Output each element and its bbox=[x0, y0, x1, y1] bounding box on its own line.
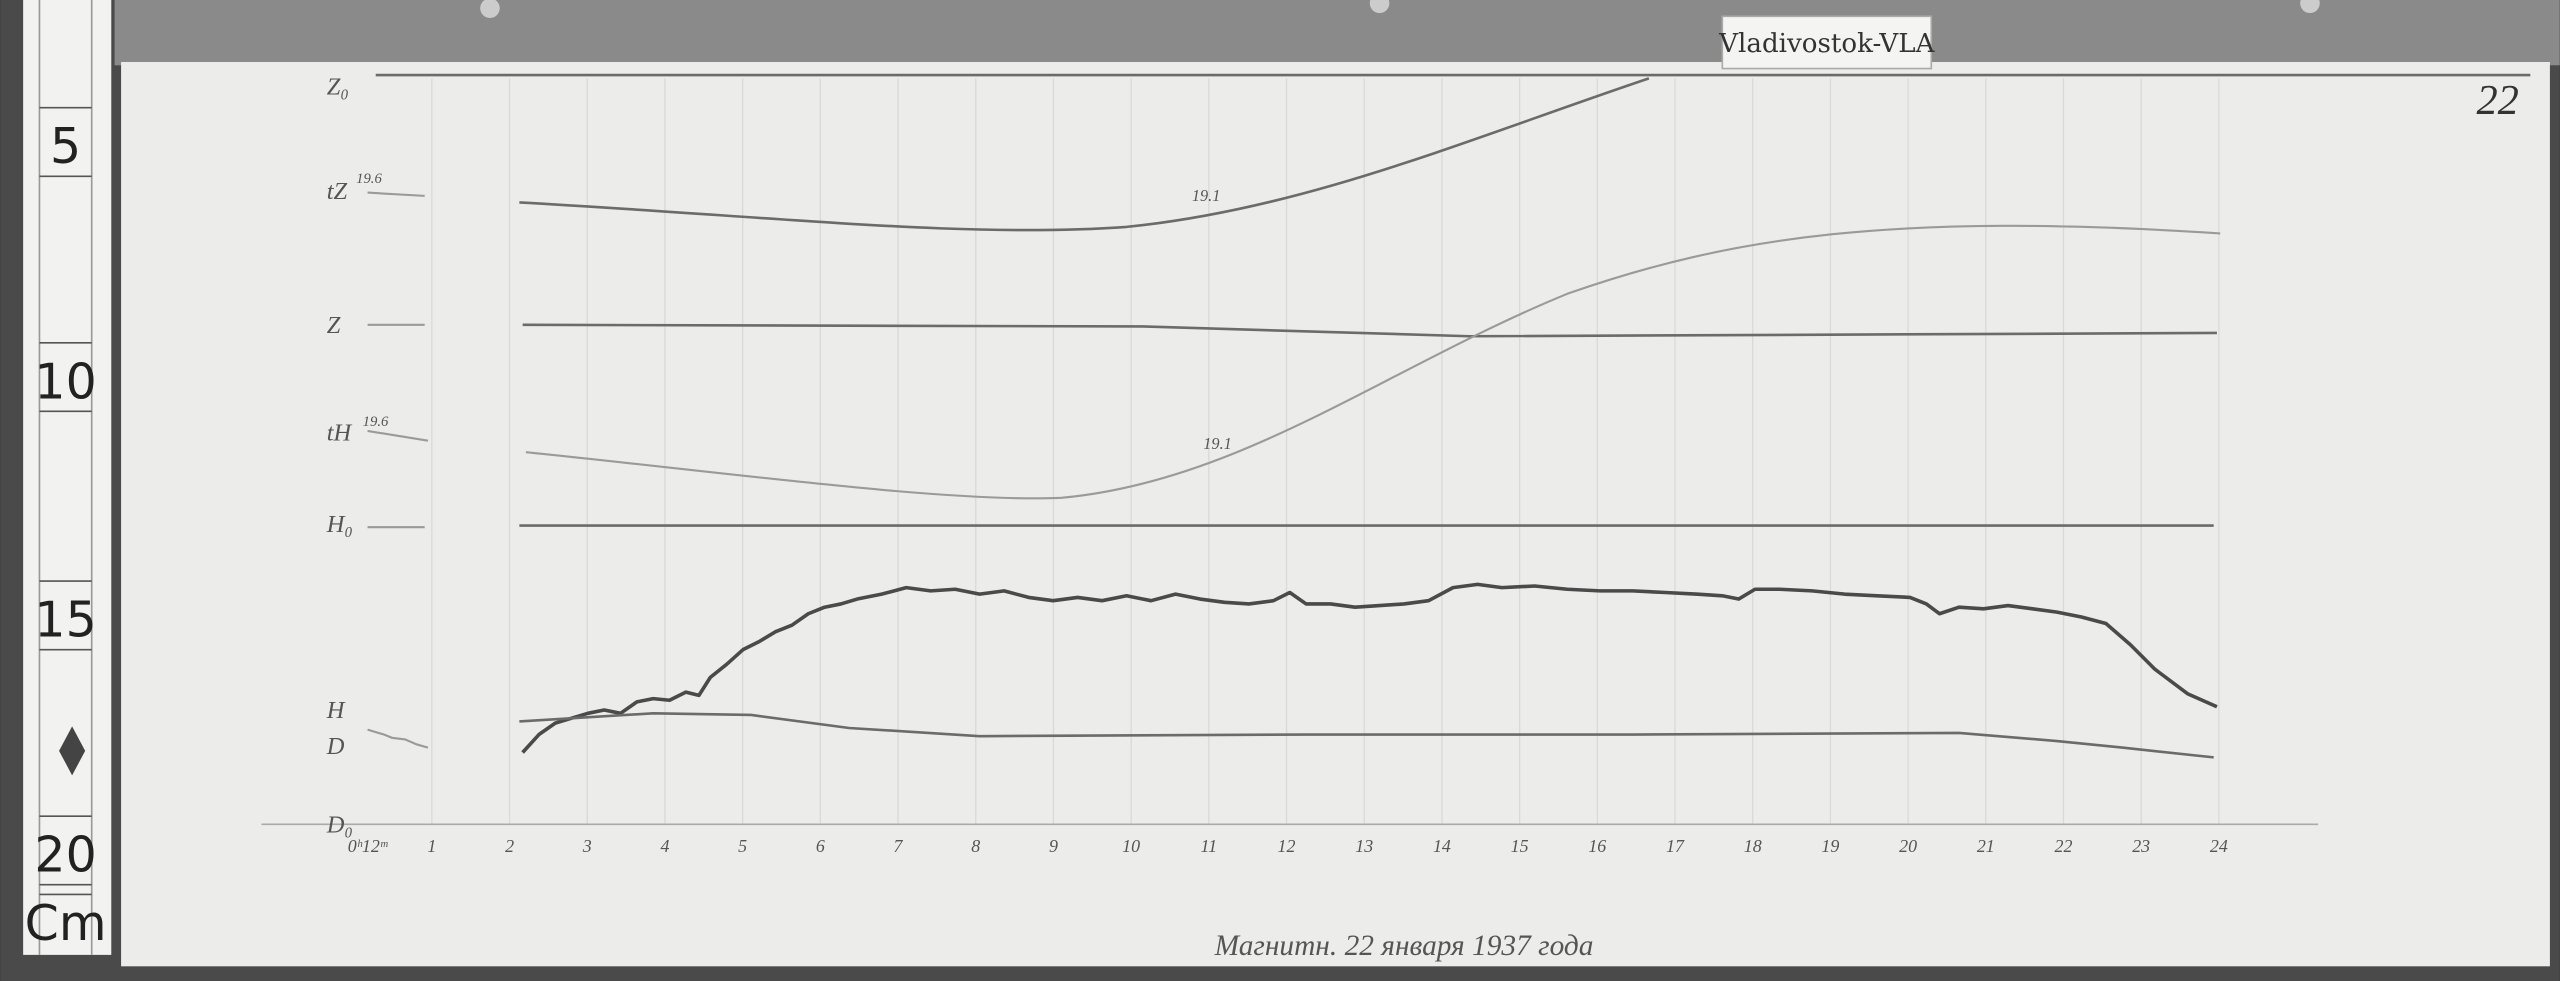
tz-trace bbox=[519, 77, 1650, 232]
hour-label: 1 bbox=[427, 836, 436, 856]
hour-label: 8 bbox=[971, 836, 980, 856]
hour-label: 14 bbox=[1433, 836, 1451, 856]
hour-label: 17 bbox=[1666, 836, 1685, 856]
annotation: 19.6 bbox=[356, 171, 382, 187]
trace-label: Z₀ bbox=[327, 74, 349, 101]
pin bbox=[480, 0, 500, 18]
annotation: 19.1 bbox=[1192, 186, 1221, 205]
hour-label: 19 bbox=[1821, 836, 1839, 856]
hour-label: 3 bbox=[582, 836, 592, 856]
hour-label: 4 bbox=[660, 836, 669, 856]
hour-label: 7 bbox=[894, 836, 904, 856]
th-trace bbox=[525, 224, 2221, 500]
trace-label: tZ bbox=[327, 178, 348, 205]
hour-label: 24 bbox=[2210, 836, 2228, 856]
hour-label: 20 bbox=[1899, 836, 1917, 856]
trace-label: Z bbox=[327, 312, 341, 339]
pin bbox=[1369, 0, 1390, 14]
hour-label: 2 bbox=[505, 836, 514, 856]
trace-label: H bbox=[326, 697, 346, 724]
trace-label: H₀ bbox=[326, 511, 353, 538]
ruler-number: 10 bbox=[34, 353, 96, 410]
hour-label: 15 bbox=[1511, 836, 1529, 856]
ruler-unit: Cm bbox=[25, 895, 107, 952]
annotation: 19.6 bbox=[363, 414, 389, 430]
page-number: 22 bbox=[2476, 77, 2518, 124]
hour-label: 5 bbox=[738, 836, 747, 856]
z-trace bbox=[522, 323, 2217, 338]
hour-label: 16 bbox=[1588, 836, 1606, 856]
h-trace bbox=[521, 582, 2218, 754]
hour-label: 0ʰ12ᵐ bbox=[348, 836, 389, 856]
paper bbox=[121, 62, 2550, 967]
annotation: 19.1 bbox=[1203, 434, 1232, 453]
station-label: Vladivostok-VLA bbox=[1718, 29, 1935, 59]
top-strip bbox=[114, 0, 2560, 66]
trace-label: tH bbox=[327, 420, 353, 447]
hour-label: 21 bbox=[1977, 836, 1995, 856]
hour-label: 22 bbox=[2055, 836, 2073, 856]
station-label-box bbox=[1721, 15, 1933, 70]
footer: Магнитн. 22 января 1937 года bbox=[1214, 930, 1594, 962]
hour-label: 12 bbox=[1278, 836, 1296, 856]
hour-label: 6 bbox=[816, 836, 825, 856]
hour-label: 10 bbox=[1122, 836, 1140, 856]
trace-label: D bbox=[326, 733, 345, 760]
pin bbox=[2300, 0, 2320, 14]
trace-label: D₀ bbox=[326, 811, 353, 838]
reference-lines bbox=[367, 191, 429, 749]
hour-label: 23 bbox=[2132, 836, 2150, 856]
ruler-number: 15 bbox=[34, 592, 96, 649]
hour-label: 13 bbox=[1355, 836, 1373, 856]
hour-label: 9 bbox=[1049, 836, 1058, 856]
ruler-number: 5 bbox=[50, 118, 81, 175]
ruler-number: 20 bbox=[34, 827, 96, 884]
ruler bbox=[23, 0, 112, 955]
hour-label: 11 bbox=[1201, 836, 1218, 856]
hour-label: 18 bbox=[1744, 836, 1762, 856]
d-trace bbox=[519, 711, 2214, 759]
